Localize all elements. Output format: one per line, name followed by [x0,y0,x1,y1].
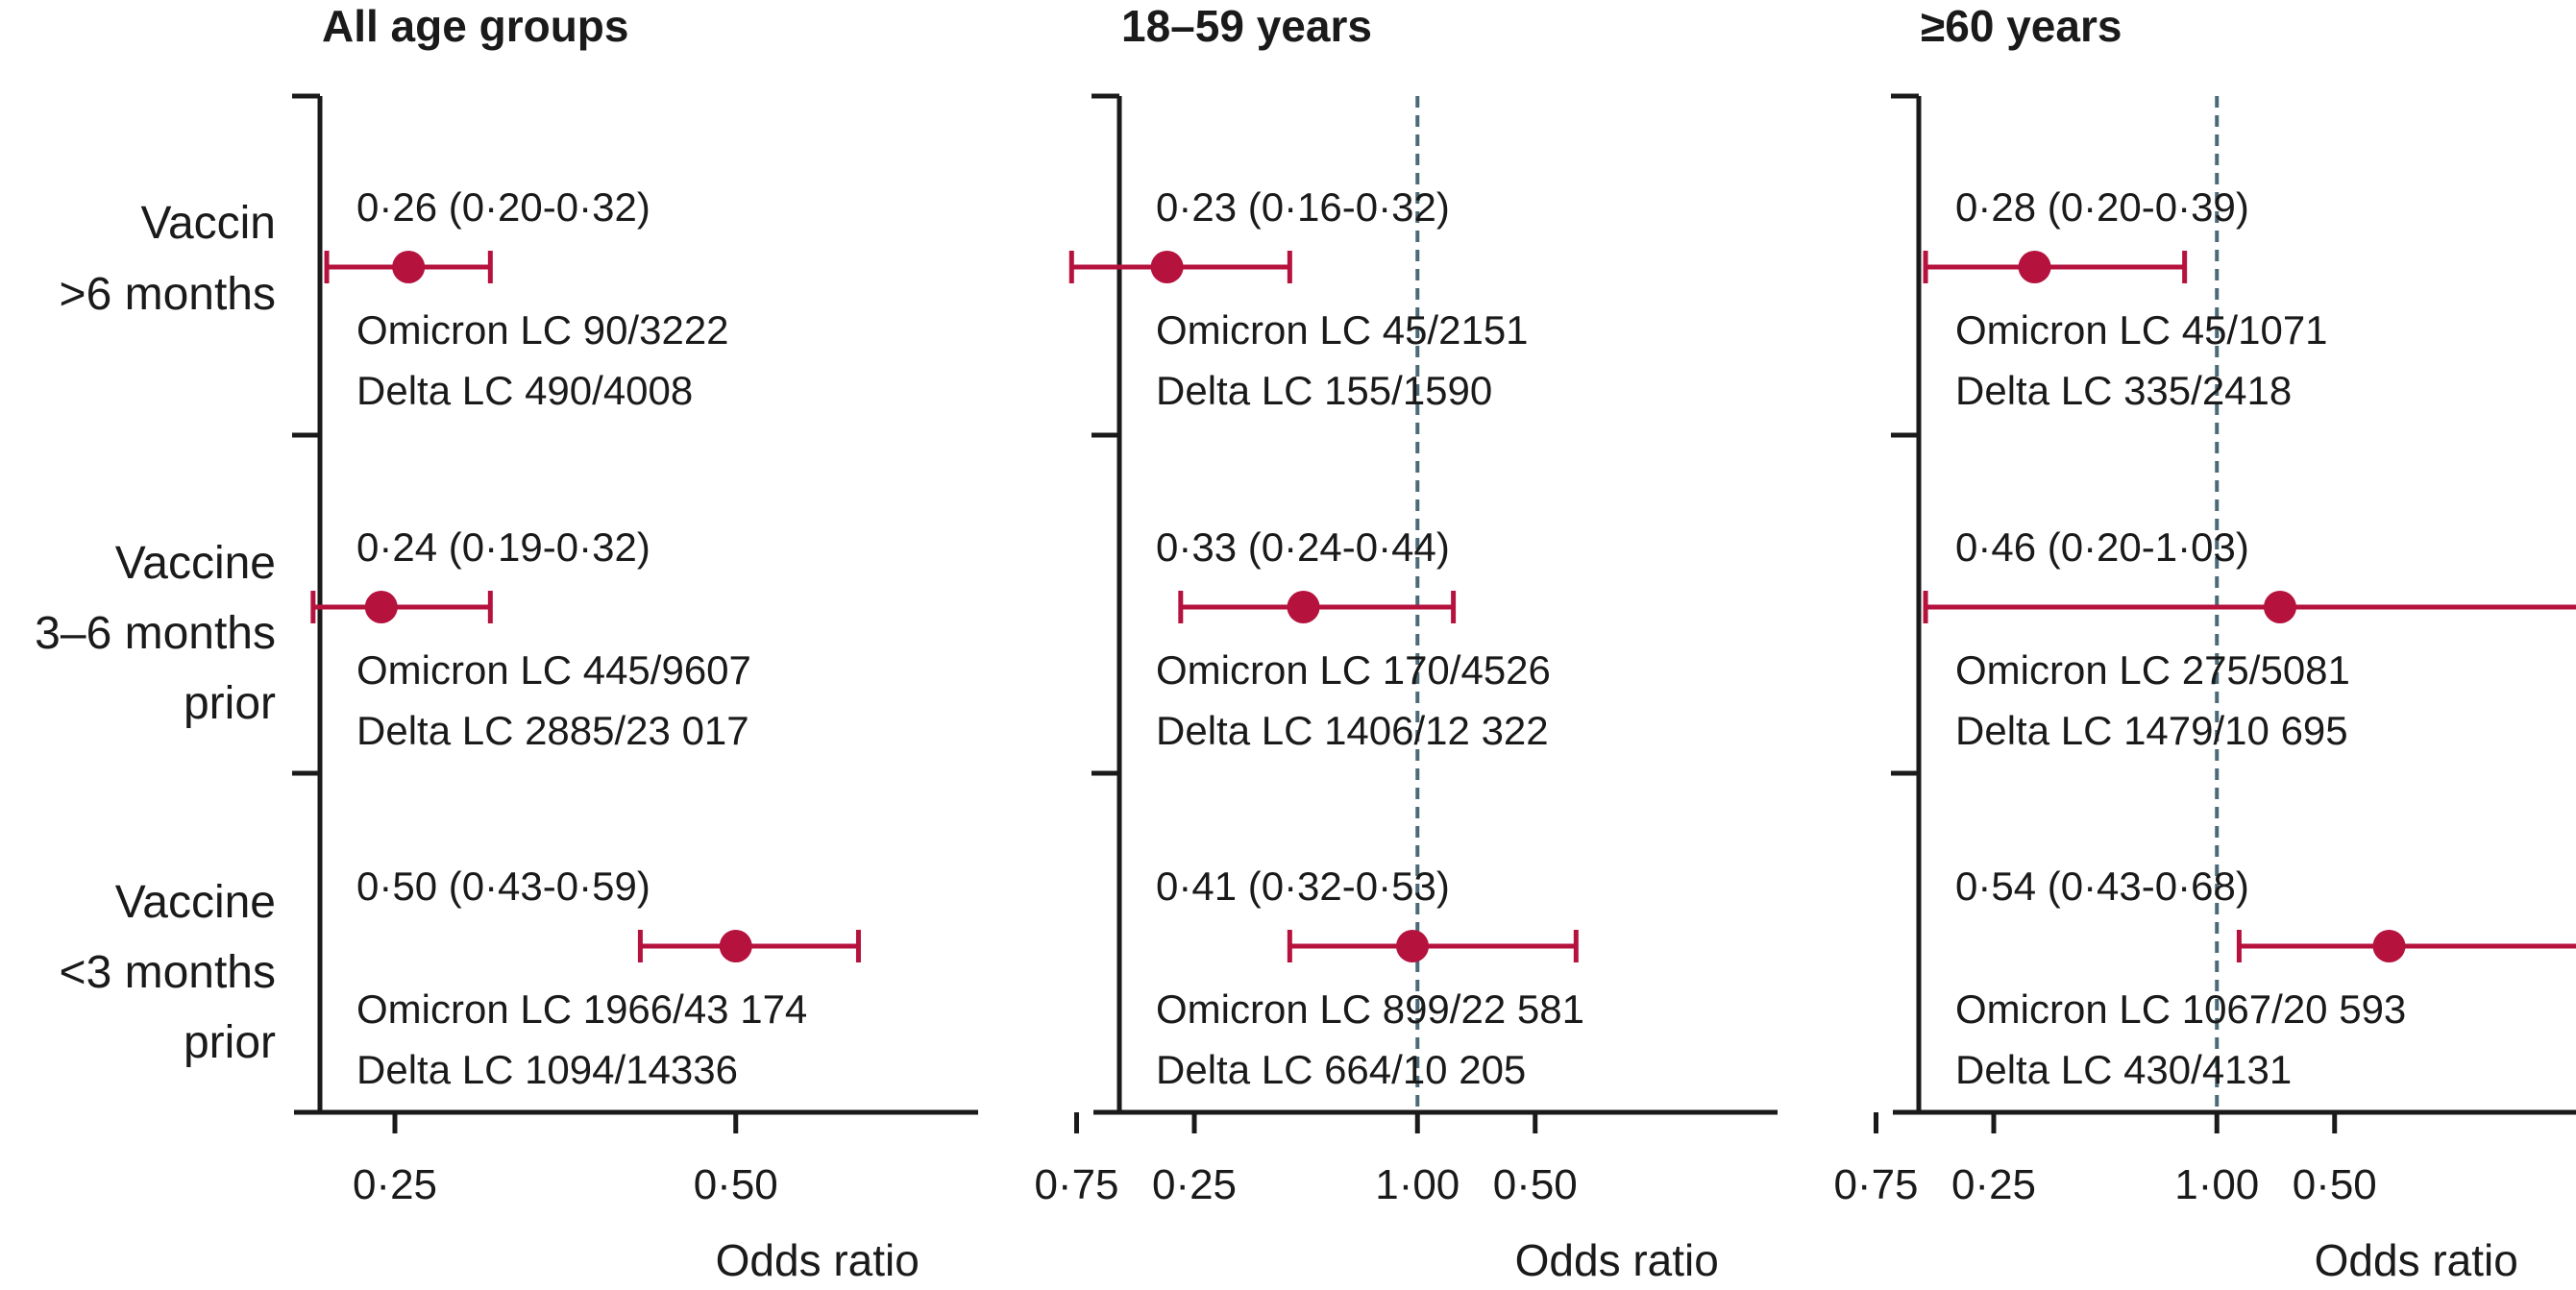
delta-count: Delta LC 335/2418 [1955,368,2292,413]
row-label-line: >6 months [60,269,276,320]
x-tick-label: 1·00 [1375,1161,1460,1208]
point-estimate [2263,591,2296,623]
estimate-label: 0·50 (0·43-0·59) [356,864,650,909]
point-estimate [719,930,752,962]
panel-title: All age groups [322,1,628,51]
delta-count: Delta LC 430/4131 [1955,1047,2292,1092]
point-estimate [364,591,398,623]
row-label-line: 3–6 months [35,608,276,659]
x-axis-label: Odds ratio [716,1235,920,1285]
forest-row-3: 0·50 (0·43-0·59) Omicron LC 1966/43 174 De… [356,864,861,1092]
x-tick-label: 0·50 [2293,1161,2377,1208]
point-estimate [1150,251,1184,283]
x-tick-label: 0·50 [1493,1161,1578,1208]
estimate-label: 0·24 (0·19-0·32) [356,524,650,570]
omicron-count: Omicron LC 1067/20 593 [1955,986,2406,1032]
row-label-line: <3 months [60,947,276,998]
delta-count: Delta LC 664/10 205 [1156,1047,1526,1092]
delta-count: Delta LC 490/4008 [356,368,693,413]
omicron-count: Omicron LC 45/2151 [1156,307,1529,353]
estimate-label: 0·33 (0·24-0·44) [1156,524,1450,570]
omicron-count: Omicron LC 170/4526 [1156,647,1551,693]
point-estimate [392,251,426,283]
row-label-3: Vaccine <3 months prior [60,877,276,1068]
row-label-line: Vaccin [140,198,276,249]
forest-row-3: 0·54 (0·43-0·68) Omicron LC 1067/20 593 De… [1955,864,2576,1092]
row-label-line: Vaccine [115,877,276,928]
forest-row-2: 0·46 (0·20-1·03) Omicron LC 275/5081 Delta… [1923,524,2576,753]
omicron-count: Omicron LC 90/3222 [356,307,729,353]
panel-title: 18–59 years [1121,1,1372,51]
delta-count: Delta LC 2885/23 017 [356,708,749,753]
omicron-count: Omicron LC 899/22 581 [1156,986,1584,1032]
estimate-label: 0·23 (0·16-0·32) [1156,184,1450,230]
x-tick-label: 1·00 [2174,1161,2259,1208]
x-axis-label: Odds ratio [1515,1235,1719,1285]
forest-row-1: 0·26 (0·20-0·32) Omicron LC 90/3222 Delta … [324,184,729,413]
row-label-1: Vaccin >6 months [60,198,276,320]
x-tick-label: 0·50 [694,1161,778,1208]
row-label-2: Vaccine 3–6 months prior [35,538,276,729]
delta-count: Delta LC 1094/14336 [356,1047,738,1092]
forest-row-1: 0·23 (0·16-0·32) Omicron LC 45/2151 Delta … [1068,184,1529,413]
panel-title: ≥60 years [1921,1,2122,51]
x-axis-label: Odds ratio [2315,1235,2518,1285]
estimate-label: 0·46 (0·20-1·03) [1955,524,2249,570]
x-tick-label: 0·25 [1951,1161,2036,1208]
row-label-line: Vaccine [115,538,276,589]
estimate-label: 0·41 (0·32-0·53) [1156,864,1450,909]
x-tick-label: 0·75 [1034,1161,1118,1208]
forest-row-2: 0·24 (0·19-0·32) Omicron LC 445/9607 Delta… [310,524,751,753]
panel-2: 18–59 years 0·25 0·50 0·75 1·00 Odds ratio 0·2… [1068,1,2259,1285]
omicron-count: Omicron LC 1966/43 174 [356,986,807,1032]
forest-row-3: 0·41 (0·32-0·53) Omicron LC 899/22 581 Del… [1156,864,1584,1092]
x-tick-label: 0·25 [353,1161,437,1208]
omicron-count: Omicron LC 445/9607 [356,647,751,693]
x-tick-label: 0·25 [1152,1161,1237,1208]
omicron-count: Omicron LC 275/5081 [1955,647,2350,693]
forest-row-1: 0·28 (0·20-0·39) Omicron LC 45/1071 Delta … [1923,184,2328,413]
estimate-label: 0·54 (0·43-0·68) [1955,864,2249,909]
point-estimate [1396,930,1430,962]
forest-row-2: 0·33 (0·24-0·44) Omicron LC 170/4526 Delta… [1156,524,1551,753]
point-estimate [2372,930,2406,962]
x-tick-label: 0·75 [1833,1161,1918,1208]
delta-count: Delta LC 155/1590 [1156,368,1492,413]
row-label-line: prior [184,678,276,729]
delta-count: Delta LC 1479/10 695 [1955,708,2348,753]
estimate-label: 0·26 (0·20-0·32) [356,184,650,230]
point-estimate [1287,591,1320,623]
estimate-label: 0·28 (0·20-0·39) [1955,184,2249,230]
point-estimate [2018,251,2051,283]
row-label-line: prior [184,1017,276,1068]
omicron-count: Omicron LC 45/1071 [1955,307,2328,353]
delta-count: Delta LC 1406/12 322 [1156,708,1549,753]
